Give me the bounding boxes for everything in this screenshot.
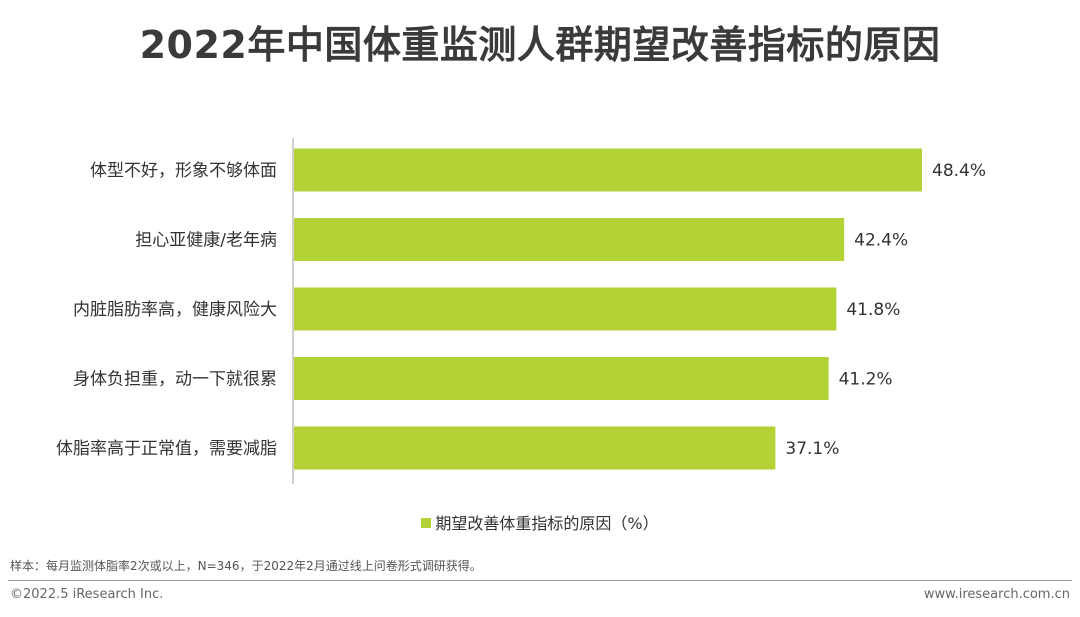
sample-note: 样本：每月监测体脂率2次或以上，N=346，于2022年2月通过线上问卷形式调研… bbox=[10, 559, 482, 573]
category-label: 体型不好，形象不够体面 bbox=[90, 161, 277, 181]
bar bbox=[294, 426, 776, 470]
legend-swatch bbox=[421, 517, 432, 528]
chart-title: 2022年中国体重监测人群期望改善指标的原因 bbox=[139, 23, 941, 67]
value-label: 42.4% bbox=[854, 231, 908, 251]
footer-divider bbox=[8, 580, 1072, 581]
value-label: 48.4% bbox=[932, 161, 986, 181]
bar bbox=[294, 287, 837, 331]
legend: 期望改善体重指标的原因（%） bbox=[0, 510, 1080, 534]
category-label: 内脏脂肪率高，健康风险大 bbox=[73, 300, 277, 320]
bar-chart: 体型不好，形象不够体面 48.4% 担心亚健康/老年病 42.4% 内脏脂肪率高，健康风… bbox=[56, 138, 986, 484]
bar bbox=[294, 357, 829, 400]
bar bbox=[294, 218, 845, 261]
website-url: www.iresearch.com.cn bbox=[923, 587, 1070, 602]
legend-label: 期望改善体重指标的原因（%） bbox=[435, 514, 659, 533]
category-label: 担心亚健康/老年病 bbox=[135, 231, 277, 251]
value-label: 41.2% bbox=[839, 370, 893, 390]
value-label: 41.8% bbox=[846, 300, 900, 320]
bar bbox=[294, 148, 922, 192]
copyright-text: ©2022.5 iResearch Inc. bbox=[10, 587, 164, 602]
value-label: 37.1% bbox=[785, 439, 839, 459]
category-label: 体脂率高于正常值，需要减脂 bbox=[56, 439, 277, 459]
category-label: 身体负担重，动一下就很累 bbox=[73, 370, 277, 390]
